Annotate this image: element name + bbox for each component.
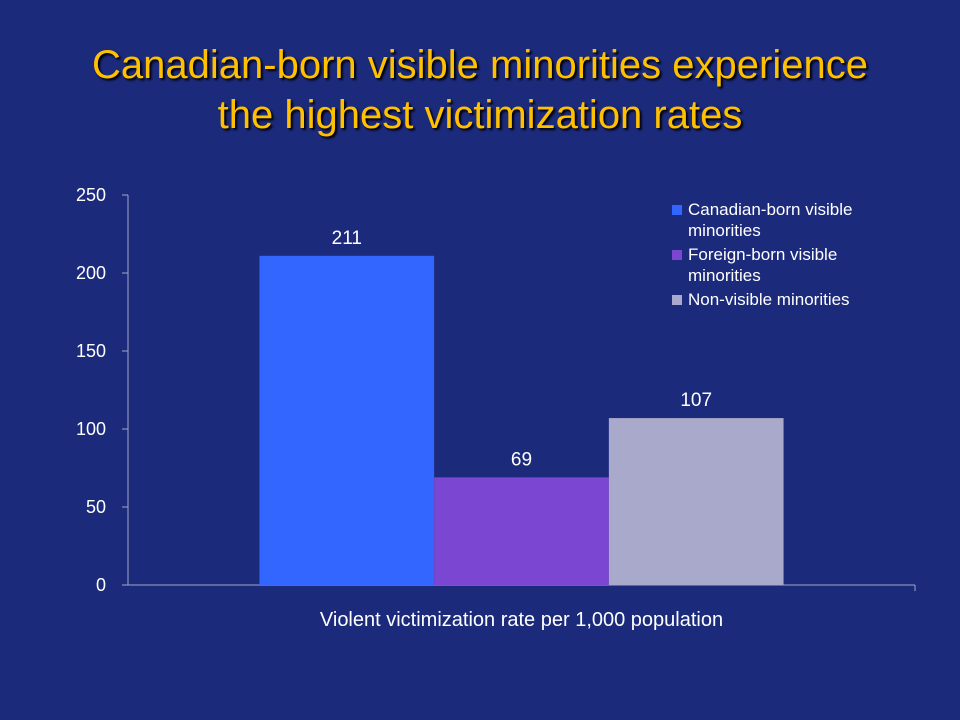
legend-label-1: minorities xyxy=(688,221,761,240)
legend-swatch-2 xyxy=(672,250,682,260)
category-label: Violent victimization rate per 1,000 pop… xyxy=(320,609,723,631)
slide-title: Canadian-born visible minorities experie… xyxy=(0,40,960,140)
bar-3 xyxy=(608,418,784,585)
legend-label-2: minorities xyxy=(688,266,761,285)
legend-label-3: Non-visible minorities xyxy=(688,290,850,309)
data-label-3: 107 xyxy=(680,390,712,411)
y-tick-label: 250 xyxy=(76,185,106,205)
title-line-2: the highest victimization rates xyxy=(217,93,743,137)
legend-label-2: Foreign-born visible xyxy=(688,245,837,264)
legend-swatch-1 xyxy=(672,205,682,215)
data-label-1: 211 xyxy=(332,228,362,249)
data-label-2: 69 xyxy=(511,449,532,470)
y-tick-label: 50 xyxy=(86,497,106,517)
legend-swatch-3 xyxy=(672,295,682,305)
y-tick-label: 200 xyxy=(76,263,106,283)
y-tick-label: 100 xyxy=(76,419,106,439)
bar-2 xyxy=(434,477,609,585)
legend-label-1: Canadian-born visible xyxy=(688,200,852,219)
y-tick-label: 150 xyxy=(76,341,106,361)
bar-1 xyxy=(259,255,435,585)
title-line-1: Canadian-born visible minorities experie… xyxy=(92,43,868,87)
y-tick-label: 0 xyxy=(96,575,106,595)
